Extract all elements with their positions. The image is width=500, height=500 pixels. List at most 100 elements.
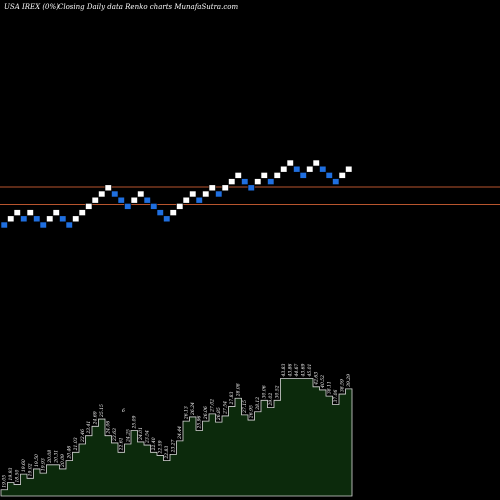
volume-label: 26.13 — [184, 406, 190, 420]
volume-label: 18.50 — [15, 470, 21, 483]
volume-label: 26.95 — [249, 405, 255, 419]
brick-up — [234, 172, 242, 179]
brick-up — [273, 172, 281, 179]
volume-label: 19.05 — [2, 475, 8, 488]
volume-label: 19.60 — [21, 459, 27, 472]
volume-area — [0, 378, 353, 497]
brick-down — [150, 203, 158, 210]
brick-up — [91, 196, 99, 204]
brick-down — [267, 178, 275, 185]
brick-down — [33, 215, 41, 223]
brick-up — [169, 209, 177, 216]
volume-label: 22.83 — [164, 446, 170, 460]
volume-label: 27.15 — [242, 400, 248, 414]
brick-up — [7, 215, 15, 223]
brick-up — [85, 203, 93, 210]
volume-label: 20.08 — [47, 450, 53, 464]
brick-up — [104, 184, 112, 192]
volume-label: 30.52 — [275, 385, 281, 398]
volume-label: 43.69 — [301, 363, 307, 377]
brick-up — [26, 209, 34, 216]
brick-up — [221, 184, 229, 192]
brick-down — [111, 190, 119, 198]
brick-down — [143, 196, 151, 204]
brick-up — [208, 184, 216, 192]
brick-down — [241, 178, 249, 185]
volume-label: 24.25 — [125, 429, 131, 443]
volume-label: 22.46 — [80, 429, 86, 443]
brick-up — [338, 172, 346, 179]
volume-label: 23.54 — [145, 430, 151, 444]
brick-up — [254, 178, 262, 185]
volume-label: 23.27 — [171, 439, 177, 453]
brick-up — [345, 165, 353, 173]
chart-title: USA IREX (0%) — [4, 3, 59, 11]
brick-up — [137, 190, 145, 198]
volume-label: 43.83 — [281, 363, 287, 377]
brick-down — [163, 215, 171, 223]
volume-label: 22.59 — [158, 440, 164, 454]
volume-label: 43.86 — [288, 363, 294, 377]
volume-label: 29.02 — [268, 393, 274, 407]
brick-up — [78, 209, 86, 216]
brick-up — [130, 196, 138, 204]
brick-down — [215, 190, 223, 198]
brick-up — [52, 209, 60, 216]
volume-label: 26.06 — [203, 406, 209, 420]
brick-down — [0, 221, 8, 229]
volume-label: 20.31 — [54, 450, 60, 464]
volume-label: 25.96 — [197, 415, 203, 429]
volume-label: 27.02 — [210, 399, 216, 413]
brick-up — [72, 215, 80, 223]
volume-label: 21.03 — [73, 437, 79, 451]
volume-label: 25.15 — [99, 404, 105, 418]
volume-label: 22.61 — [119, 437, 125, 451]
volume-label: 45.01 — [307, 364, 313, 378]
brick-up — [182, 196, 190, 204]
brick-down — [20, 215, 28, 223]
volume-label: 28.08 — [236, 383, 242, 397]
volume-label: 25.09 — [132, 415, 138, 429]
volume-label: 23.63 — [112, 428, 118, 442]
volume-label: 24.44 — [177, 426, 183, 440]
volume-label: 24.01 — [138, 427, 144, 441]
brick-up — [46, 215, 54, 223]
volume-label: 37.06 — [333, 389, 339, 402]
volume-label: 27.83 — [229, 392, 235, 406]
brick-up — [202, 190, 210, 198]
brick-up — [286, 159, 294, 167]
brick-down — [65, 221, 73, 229]
volume-label: 28.12 — [255, 397, 261, 411]
brick-up — [306, 165, 314, 173]
volume-label: 40.52 — [320, 375, 326, 389]
volume-label: 30.06 — [262, 385, 268, 398]
volume-label: 23.41 — [86, 421, 92, 435]
brick-down — [332, 178, 340, 185]
brick-down — [117, 196, 125, 204]
brick-up — [312, 159, 320, 167]
brick-up — [98, 190, 106, 198]
brick-up — [176, 203, 184, 210]
brick-up — [189, 190, 197, 198]
brick-down — [293, 165, 301, 173]
volume-label: 19.02 — [28, 463, 34, 476]
brick-down — [325, 172, 333, 179]
volume-label: 19.50 — [34, 454, 40, 467]
volume-label: 38.59 — [340, 379, 346, 392]
volume-label: 38.11 — [327, 381, 333, 394]
brick-down — [195, 196, 203, 204]
brick-down — [124, 203, 132, 210]
volume-label: 20.46 — [67, 446, 73, 460]
volume-label: 42.63 — [314, 372, 320, 386]
volume-label: 26.24 — [190, 402, 196, 416]
volume-label: 27.54 — [223, 401, 229, 415]
brick-up — [228, 178, 236, 185]
brick-up — [13, 209, 21, 216]
brick-up — [260, 172, 268, 179]
volume-annotation: 6 — [122, 408, 125, 414]
volume-label: 26.85 — [216, 407, 222, 421]
volume-label: 19.93 — [41, 458, 47, 471]
brick-down — [59, 215, 67, 223]
